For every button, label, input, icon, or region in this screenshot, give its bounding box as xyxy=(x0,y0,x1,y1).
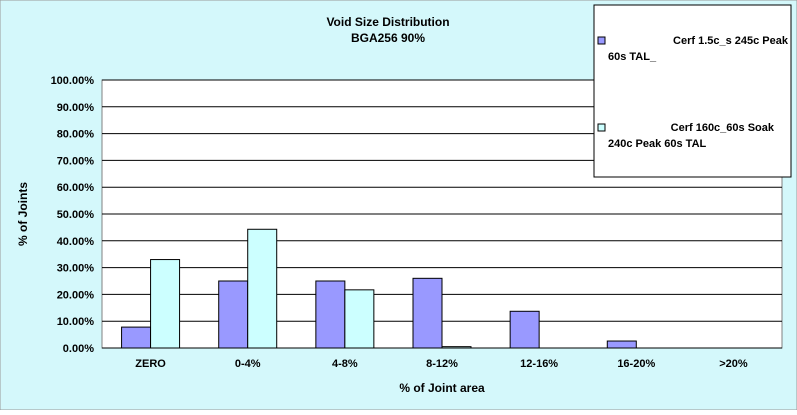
bar-series-1 xyxy=(606,340,637,349)
legend-label-series-1-line-2: 60s TAL_ xyxy=(608,51,657,63)
x-tick-labels: ZERO 0-4% 4-8% 8-12% 12-16% 16-20% >20% xyxy=(135,358,748,370)
bar-series-1 xyxy=(218,280,249,349)
legend-label-series-2-line-1: Cerf 160c_60s Soak xyxy=(671,122,775,134)
y-tick-label: 50.00% xyxy=(57,209,95,221)
x-tick-label: ZERO xyxy=(135,358,166,370)
legend-label-series-1-line-1: Cerf 1.5c_s 245c Peak xyxy=(673,35,789,47)
x-tick-label: 0-4% xyxy=(235,358,261,370)
y-tick-label: 60.00% xyxy=(57,182,95,194)
chart-title: Void Size Distribution xyxy=(326,15,449,29)
y-tick-label: 80.00% xyxy=(57,129,95,141)
bar-series-2 xyxy=(441,346,472,349)
y-tick-label: 70.00% xyxy=(57,155,95,167)
x-axis-label: % of Joint area xyxy=(399,381,485,395)
x-tick-label: 8-12% xyxy=(426,358,458,370)
bar-series-1 xyxy=(509,310,540,349)
bar-series-1 xyxy=(315,280,346,349)
chart-subtitle: BGA256 90% xyxy=(351,31,425,45)
legend-swatch-series-1 xyxy=(597,36,606,45)
y-tick-label: 10.00% xyxy=(57,316,95,328)
bar-series-2 xyxy=(247,228,278,349)
bar-series-1 xyxy=(412,277,443,349)
y-tick-label: 0.00% xyxy=(63,343,94,355)
y-tick-label: 90.00% xyxy=(57,102,95,114)
y-tick-label: 20.00% xyxy=(57,289,95,301)
bar-series-1 xyxy=(121,326,152,349)
y-tick-label: 100.00% xyxy=(51,75,95,87)
y-tick-label: 30.00% xyxy=(57,263,95,275)
y-axis-label: % of Joints xyxy=(16,182,30,246)
x-tick-label: 16-20% xyxy=(617,358,655,370)
y-tick-labels: 0.00% 10.00% 20.00% 30.00% 40.00% 50.00% 60.00… xyxy=(51,75,95,355)
legend-label-series-2-line-2: 240c Peak 60s TAL xyxy=(608,138,707,150)
legend-box xyxy=(593,4,792,178)
y-tick-label: 40.00% xyxy=(57,236,95,248)
bar-series-2 xyxy=(344,289,375,349)
x-tick-label: 12-16% xyxy=(520,358,558,370)
legend: Cerf 1.5c_s 245c Peak 60s TAL_ Cerf 160c… xyxy=(593,4,792,178)
x-tick-label: 4-8% xyxy=(332,358,358,370)
legend-swatch-series-2 xyxy=(597,123,606,132)
bar-series-2 xyxy=(150,259,181,349)
bars xyxy=(121,228,637,349)
x-tick-label: >20% xyxy=(719,358,748,370)
